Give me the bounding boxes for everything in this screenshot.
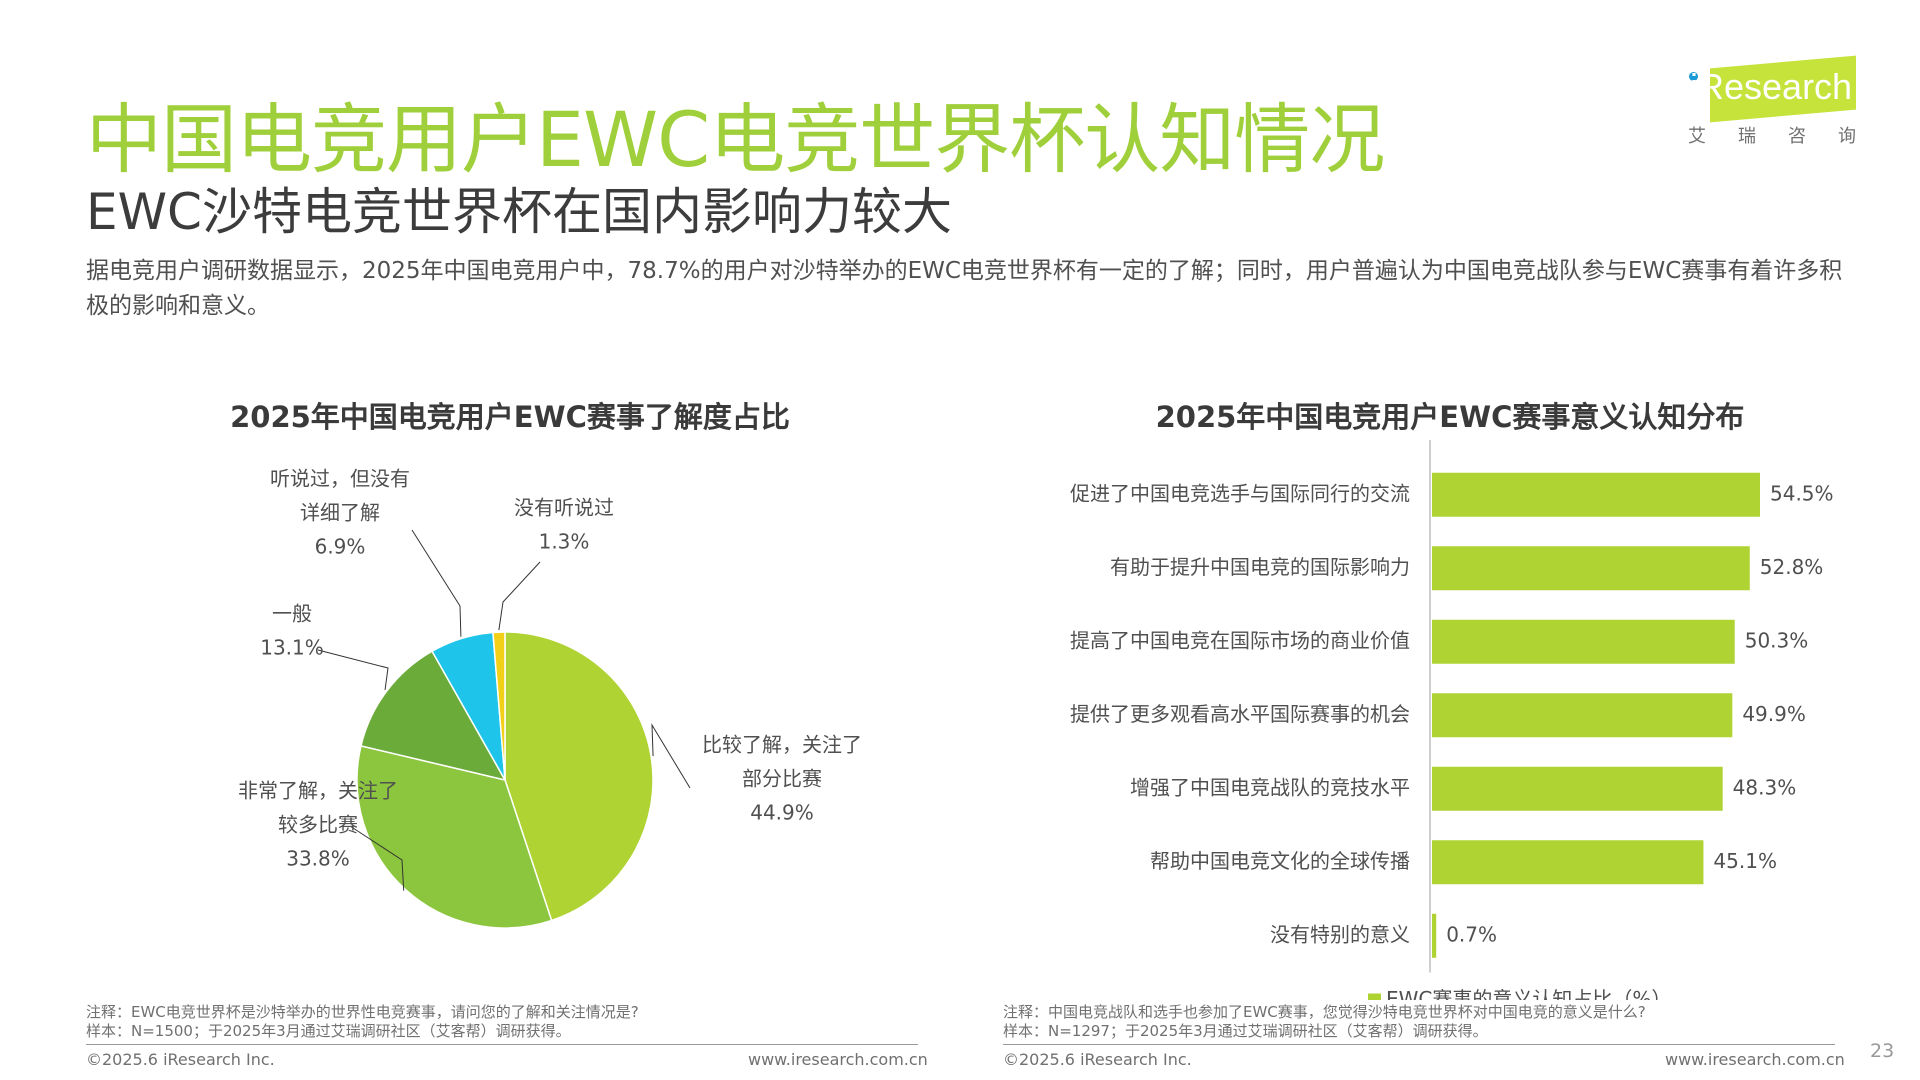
summary-text: 据电竞用户调研数据显示，2025年中国电竞用户中，78.7%的用户对沙特举办的E… [86,258,1843,319]
bar-chart-title: 2025年中国电竞用户EWC赛事意义认知分布 [1155,400,1745,434]
page-subtitle: EWC沙特电竞世界杯在国内影响力较大 [86,183,952,241]
bar [1432,840,1704,885]
pie-leader-line [411,529,462,637]
legend-swatch [1368,993,1381,1000]
pie-slice [492,631,506,781]
bar [1432,693,1733,738]
pie-value-label: 1.3% [539,530,590,554]
pie-value-label: 6.9% [315,535,366,559]
bar-category-label: 没有特别的意义 [1270,922,1410,946]
pie-slice [356,744,553,929]
bar [1432,619,1735,664]
pie-category-label: 部分比赛 [742,767,822,791]
pie-value-label: 44.9% [750,801,814,825]
right-note: 注释：中国电竞战队和选手也参加了EWC赛事，您觉得沙特电竞世界杯对中国电竞的意义… [1003,1003,1646,1021]
footer-copyright-left: ©2025.6 iResearch Inc. [86,1050,275,1069]
footer-divider-left [86,1044,918,1045]
pie-category-label: 没有听说过 [514,496,614,520]
bar [1432,766,1723,811]
logo-chinese: 艾瑞咨询 [1688,126,1888,147]
pie-value-label: 33.8% [286,847,350,871]
pie-value-label: 13.1% [260,636,324,660]
logo-dot [1689,72,1698,81]
pie-leader-line [349,825,405,891]
footer-url-left[interactable]: www.iresearch.com.cn [748,1050,928,1069]
pie-category-label: 比较了解，关注了 [702,733,862,757]
pie-slice [504,631,654,922]
footer-copyright-right: ©2025.6 iResearch Inc. [1003,1050,1192,1069]
page-title: 中国电竞用户EWC电竞世界杯认知情况 [86,95,1385,184]
footer-url-right[interactable]: www.iresearch.com.cn [1665,1050,1845,1069]
legend-label: EWC赛事的意义认知占比（%） [1386,987,1671,1000]
pie-leader-line [498,561,541,631]
bar [1432,472,1760,517]
footer-divider-right [1003,1044,1835,1045]
bar-value-label: 52.8% [1760,555,1824,579]
pie-category-label: 非常了解，关注了 [238,779,398,803]
pie-slice [360,650,507,782]
bar-value-label: 49.9% [1742,702,1806,726]
bar-value-label: 0.7% [1446,922,1497,946]
bar-category-label: 提高了中国电竞在国际市场的商业价值 [1070,628,1410,652]
page-number: 23 [1870,1040,1895,1062]
bar-value-label: 50.3% [1745,628,1809,652]
bar-category-label: 有助于提升中国电竞的国际影响力 [1110,555,1410,579]
bar [1432,546,1750,591]
pie-leader-line [317,649,389,691]
bar [1432,913,1437,958]
right-sample: 样本：N=1297；于2025年3月通过艾瑞调研社区（艾客帮）调研获得。 [1003,1022,1488,1040]
bar-category-label: 促进了中国电竞选手与国际同行的交流 [1070,481,1410,505]
bar-value-label: 45.1% [1713,849,1777,873]
pie-category-label: 听说过，但没有 [270,467,410,491]
pie-category-label: 详细了解 [300,501,380,525]
left-sample: 样本：N=1500；于2025年3月通过艾瑞调研社区（艾客帮）调研获得。 [86,1022,571,1040]
pie-category-label: 一般 [272,602,312,626]
bar-value-label: 48.3% [1733,775,1797,799]
left-note: 注释：EWC电竞世界杯是沙特举办的世界性电竞赛事，请问您的了解和关注情况是? [86,1003,639,1021]
pie-chart-title: 2025年中国电竞用户EWC赛事了解度占比 [230,400,790,434]
pie-leader-line [651,723,691,789]
bar-value-label: 54.5% [1770,481,1834,505]
pie-category-label: 较多比赛 [278,813,358,837]
bar-category-label: 增强了中国电竞战队的竞技水平 [1130,775,1410,799]
bar-category-label: 提供了更多观看高水平国际赛事的机会 [1070,702,1410,726]
bar-chart: 促进了中国电竞选手与国际同行的交流 54.5% 有助于提升中国电竞的国际影响力 52.… [1070,440,1834,1000]
logo-text: iResearch [1690,66,1853,107]
bar-category-label: 帮助中国电竞文化的全球传播 [1150,849,1410,873]
